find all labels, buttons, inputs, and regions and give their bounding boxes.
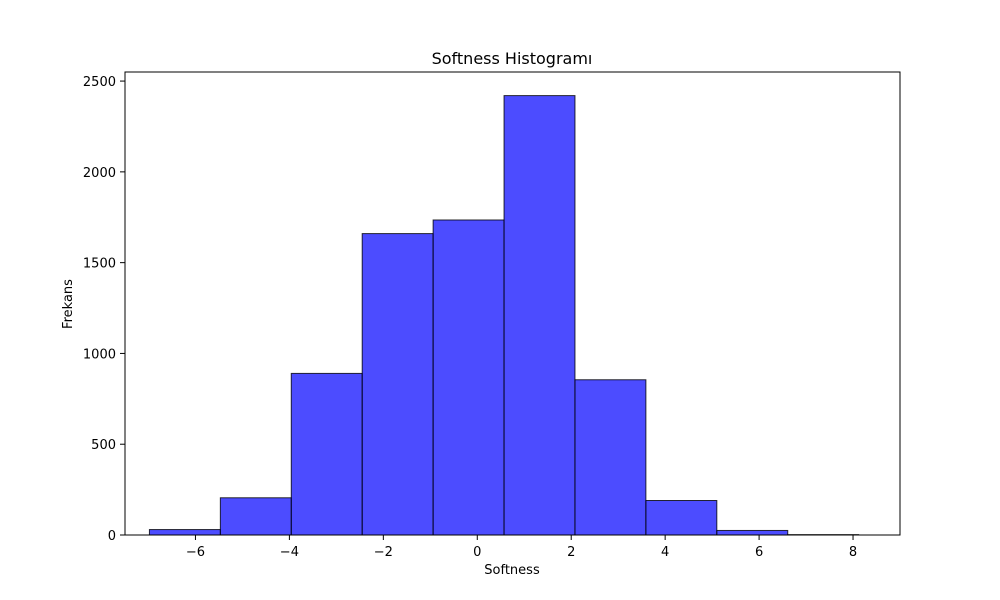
bars-group	[148, 95, 860, 536]
plot-area-frame	[124, 71, 901, 536]
y-tick-label: 2000	[83, 166, 116, 181]
histogram-bar	[148, 529, 221, 536]
histogram-bar	[290, 372, 363, 536]
y-tick-label: 500	[91, 438, 116, 453]
histogram-bar	[645, 500, 718, 536]
x-tick-label: −4	[280, 545, 299, 560]
x-tick-label: 6	[755, 545, 763, 560]
histogram-bar	[503, 95, 576, 536]
x-tick-label: 8	[849, 545, 857, 560]
x-tick-label: 2	[567, 545, 575, 560]
chart-title: Softness Histogramı	[432, 49, 593, 68]
x-axis-ticks: −6 −4 −2 0 2 4 6 8	[186, 535, 857, 560]
y-tick-label: 0	[108, 529, 116, 544]
y-tick-label: 1000	[83, 347, 116, 362]
y-tick-label: 1500	[83, 257, 116, 272]
histogram-bar	[432, 219, 505, 536]
histogram-bar	[574, 379, 647, 536]
x-tick-label: 4	[661, 545, 669, 560]
y-axis-label: Frekans	[61, 279, 76, 329]
x-tick-label: −6	[186, 545, 205, 560]
x-axis-label: Softness	[484, 563, 540, 578]
histogram-bar	[716, 529, 789, 536]
x-tick-label: 0	[473, 545, 481, 560]
histogram-bar	[361, 233, 434, 536]
y-tick-label: 2500	[83, 75, 116, 90]
histogram-bar	[219, 497, 292, 536]
x-tick-label: −2	[374, 545, 393, 560]
y-axis-ticks: 0 500 1000 1500 2000 2500	[83, 75, 125, 544]
